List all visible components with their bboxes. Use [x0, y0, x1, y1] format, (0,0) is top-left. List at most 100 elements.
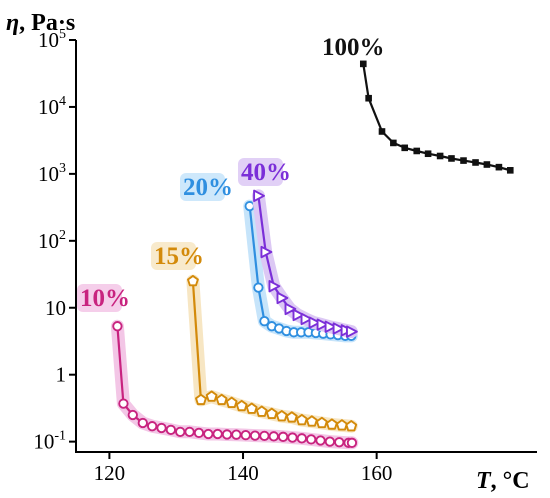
data-point [346, 437, 358, 448]
y-tick-label: 1 [56, 363, 67, 387]
series-label: 15% [154, 243, 204, 270]
y-tick-label: 103 [38, 161, 66, 186]
data-point [215, 393, 228, 406]
data-point [306, 434, 317, 445]
data-point [292, 308, 305, 322]
series-label-bg [180, 173, 225, 201]
series-label-bg [151, 242, 196, 270]
data-point [268, 431, 279, 442]
data-point [268, 280, 281, 293]
data-point [244, 200, 255, 212]
data-point [334, 437, 345, 448]
data-point [436, 152, 444, 160]
x-axis-title: T, °C [476, 468, 530, 494]
x-tick-label: 120 [94, 461, 126, 485]
data-point [287, 432, 298, 443]
data-point [365, 94, 372, 102]
data-point [315, 435, 326, 446]
data-point [184, 426, 195, 437]
y-tick-label: 104 [38, 94, 66, 119]
data-point [336, 419, 348, 431]
series-20pct: 20% [180, 173, 358, 343]
data-point [249, 430, 261, 441]
data-point [315, 416, 328, 429]
data-point [118, 398, 129, 409]
data-point [345, 420, 358, 432]
series-layer: 10% 15% 20% 40% 100% [77, 34, 514, 450]
series-label: 20% [183, 174, 233, 201]
data-point [308, 316, 321, 329]
data-point [276, 291, 289, 305]
data-point [424, 150, 432, 158]
data-point [506, 167, 514, 174]
data-point [259, 430, 270, 442]
series-line [362, 63, 511, 172]
data-point [156, 422, 167, 434]
series-10pct: 10% [77, 284, 359, 450]
y-tick-label: 10-1 [33, 429, 66, 454]
data-point [175, 426, 186, 437]
data-point [316, 318, 329, 331]
data-point [147, 421, 158, 432]
data-point [225, 396, 238, 408]
labels: η, Pa·s T, °C [6, 10, 530, 494]
y-tick-label: 102 [38, 228, 66, 253]
data-point [203, 428, 214, 440]
data-point [359, 60, 367, 68]
y-axis-title: η, Pa·s [6, 10, 75, 36]
data-point [253, 189, 265, 202]
series-halo [186, 274, 358, 433]
data-point [378, 128, 386, 135]
data-point [324, 436, 336, 447]
data-point [277, 431, 289, 442]
data-point [231, 429, 242, 440]
data-point [305, 415, 318, 427]
data-point [495, 163, 503, 171]
data-point [332, 322, 345, 335]
data-point [205, 390, 218, 402]
data-point [260, 245, 273, 259]
data-point [413, 147, 421, 155]
series-label-bg [77, 284, 122, 312]
data-point [265, 407, 278, 420]
axes [75, 40, 537, 453]
x-tick-label: 140 [227, 461, 259, 485]
data-point [165, 424, 177, 435]
data-point [255, 405, 268, 417]
data-point [112, 321, 123, 332]
data-point [472, 159, 479, 166]
data-point [275, 410, 288, 422]
data-point [324, 320, 337, 333]
data-point [325, 418, 338, 430]
series-15pct: 15% [151, 242, 358, 433]
data-point [193, 427, 205, 439]
series-100pct: 100% [322, 34, 514, 174]
data-point [195, 393, 207, 406]
data-point [245, 402, 258, 414]
x-tick-label: 160 [361, 461, 393, 485]
series-label: 40% [241, 159, 291, 186]
data-point [284, 302, 297, 316]
data-point [460, 157, 467, 164]
data-point [390, 139, 397, 147]
data-point [295, 413, 308, 426]
data-point [137, 417, 148, 429]
data-point [212, 428, 223, 440]
data-point [240, 429, 251, 441]
data-point [127, 409, 138, 421]
data-point [253, 282, 264, 293]
y-tick-label: 105 [38, 27, 66, 52]
data-point [401, 144, 409, 152]
data-point [300, 312, 313, 326]
data-point [285, 411, 298, 423]
series-label: 100% [322, 34, 385, 61]
y-tick-label: 10 [45, 296, 66, 320]
data-point [483, 161, 491, 168]
data-point [235, 399, 248, 412]
series-halo [251, 189, 358, 339]
data-point [187, 274, 199, 287]
data-point [448, 155, 455, 162]
series-label: 10% [80, 285, 130, 312]
